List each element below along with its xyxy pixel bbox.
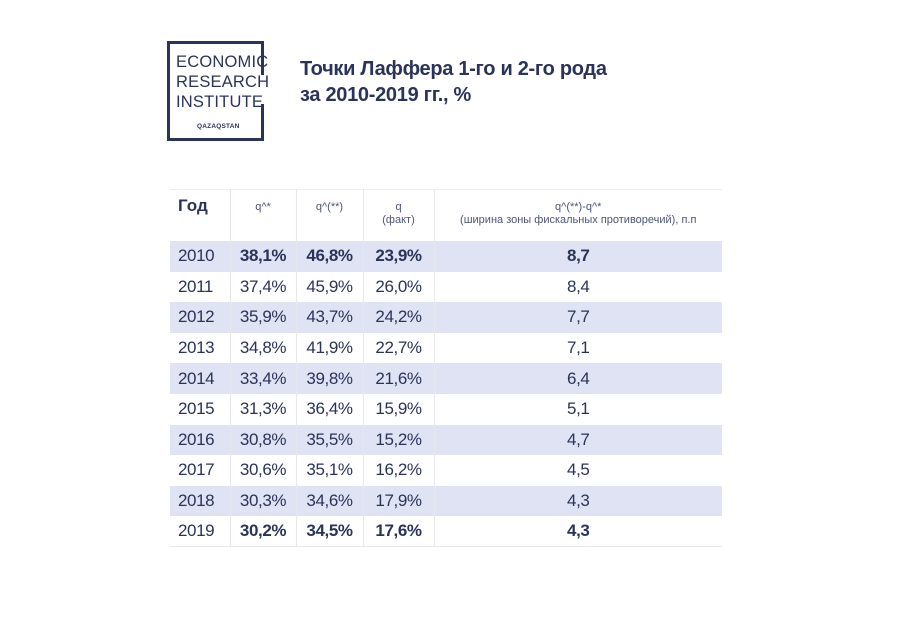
cell-q: 24,2% [362,302,434,333]
cell-year: 2014 [178,368,215,388]
cell-q: 26,0% [362,271,434,303]
logo-frame [167,41,264,141]
header-diff-line2: (ширина зоны фискальных противоречий), п… [460,214,697,226]
logo-frame-right-top [261,41,264,75]
logo-line-3: INSTITUTE [176,93,264,111]
cell-year: 2010 [178,246,215,266]
cell-q2: 34,5% [295,516,363,547]
cell-q2: 41,9% [295,332,363,364]
cell-q1: 38,1% [229,241,296,272]
cell-q1: 37,4% [229,271,296,303]
cell-diff: 8,4 [433,271,722,303]
cell-q1: 30,8% [229,424,296,456]
cell-q2: 39,8% [295,363,363,394]
logo-line-2: RESEARCH [176,73,270,91]
cell-year: 2012 [178,307,215,327]
header-q1: q^* [229,189,296,241]
cell-year: 2013 [178,338,215,358]
cell-diff: 4,7 [433,424,722,456]
cell-year: 2011 [178,276,213,296]
cell-year: 2018 [178,491,215,511]
cell-diff: 7,7 [433,302,722,333]
table-row: 2014 33,4% 39,8% 21,6% 6,4 [170,363,722,394]
cell-q: 23,9% [362,241,434,272]
table-row: 2017 30,6% 35,1% 16,2% 4,5 [170,455,722,486]
header-diff-line1: q^(**)-q^* [555,201,602,213]
cell-diff: 7,1 [433,332,722,364]
header-q-line1: q [395,201,402,213]
header-diff: q^(**)-q^* (ширина зоны фискальных проти… [433,189,722,241]
cell-q: 22,7% [362,332,434,364]
logo-frame-right-bottom [261,104,264,141]
cell-q2: 35,1% [295,455,363,486]
cell-diff: 4,3 [433,485,722,517]
logo-line-1: ECONOMIC [176,53,269,71]
cell-q1: 30,3% [229,485,296,517]
cell-year: 2015 [178,399,215,419]
header-q-line2: (факт) [382,214,415,226]
logo-subtitle: QAZAQSTAN [197,123,240,130]
cell-q1: 33,4% [229,363,296,394]
table-row: 2011 37,4% 45,9% 26,0% 8,4 [170,271,722,303]
cell-q2: 43,7% [295,302,363,333]
cell-year: 2017 [178,460,215,480]
cell-q: 21,6% [362,363,434,394]
laffer-table: Год q^* q^(**) q (факт) q^(**)-q^* (шири… [170,189,722,547]
cell-q: 15,9% [362,393,434,425]
logo: ECONOMIC RESEARCH INSTITUTE [176,52,286,112]
table-row: 2013 34,8% 41,9% 22,7% 7,1 [170,332,722,364]
table-row: 2016 30,8% 35,5% 15,2% 4,7 [170,424,722,456]
cell-q2: 35,5% [295,424,363,456]
cell-q1: 35,9% [229,302,296,333]
table-row: 2015 31,3% 36,4% 15,9% 5,1 [170,393,722,425]
cell-q2: 45,9% [295,271,363,303]
header-q2: q^(**) [295,189,363,241]
cell-year: 2019 [178,521,215,541]
cell-q1: 30,6% [229,455,296,486]
cell-q2: 34,6% [295,485,363,517]
table-row: 2018 30,3% 34,6% 17,9% 4,3 [170,485,722,517]
header-year: Год [178,196,208,215]
cell-year: 2016 [178,429,215,449]
table-header-row: Год q^* q^(**) q (факт) q^(**)-q^* (шири… [170,189,722,241]
cell-q2: 46,8% [295,241,363,272]
cell-q1: 34,8% [229,332,296,364]
cell-q: 17,6% [362,516,434,547]
cell-diff: 4,3 [433,516,722,547]
cell-diff: 4,5 [433,455,722,486]
cell-diff: 5,1 [433,393,722,425]
cell-q2: 36,4% [295,393,363,425]
title-line-1: Точки Лаффера 1-го и 2-го рода [300,58,607,80]
table-row: 2012 35,9% 43,7% 24,2% 7,7 [170,302,722,333]
table-row: 2019 30,2% 34,5% 17,6% 4,3 [170,516,722,547]
page-title: Точки Лаффера 1-го и 2-го рода за 2010-2… [300,56,607,108]
cell-q: 17,9% [362,485,434,517]
title-line-2: за 2010-2019 гг., % [300,84,471,106]
cell-q1: 30,2% [229,516,296,547]
cell-diff: 8,7 [433,241,722,272]
table-row: 2010 38,1% 46,8% 23,9% 8,7 [170,241,722,272]
cell-q: 15,2% [362,424,434,456]
cell-q1: 31,3% [229,393,296,425]
cell-diff: 6,4 [433,363,722,394]
cell-q: 16,2% [362,455,434,486]
header-q-fact: q (факт) [362,189,434,241]
